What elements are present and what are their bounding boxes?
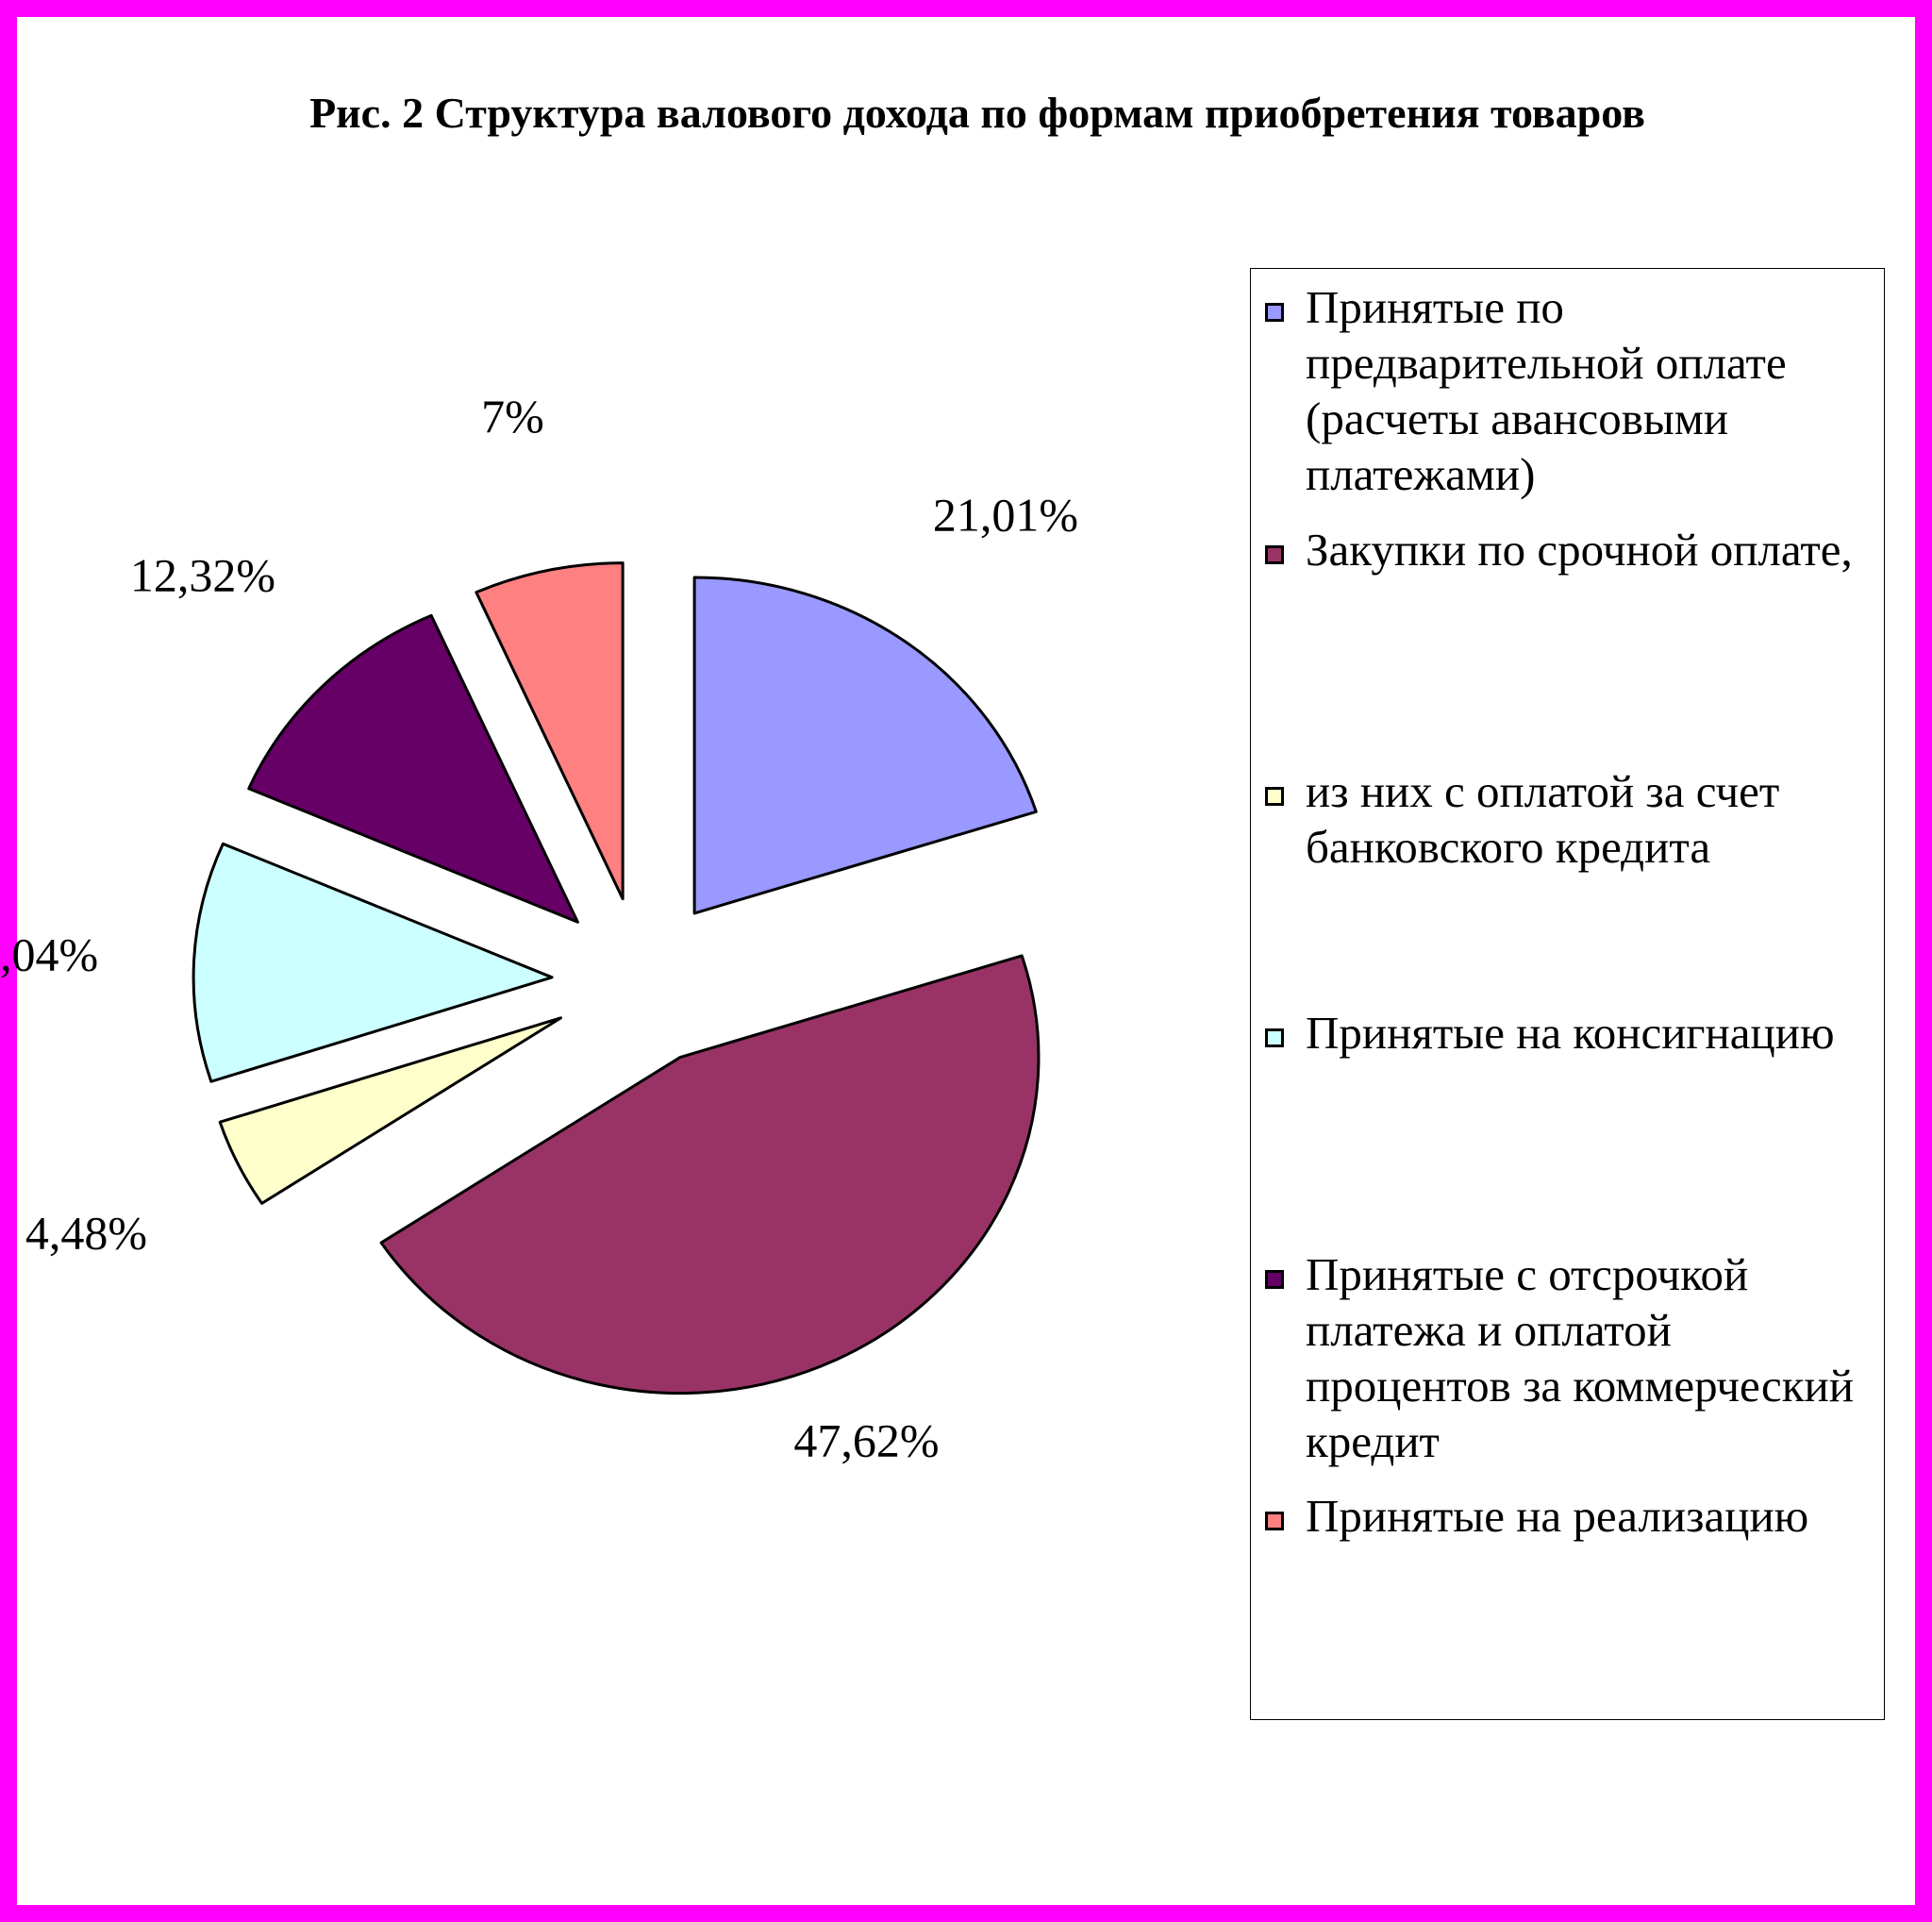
slice-data-label: 12,04%	[0, 928, 98, 980]
legend-label: Принятые на консигнацию	[1306, 1007, 1835, 1059]
legend-label: из них с оплатой за счет банковского кре…	[1306, 765, 1780, 873]
legend-swatch	[1265, 1270, 1284, 1289]
slice-data-label: 21,01%	[933, 489, 1078, 542]
legend-label: Принятые по предварительной оплате (расч…	[1306, 281, 1787, 500]
legend-label: Закупки по срочной оплате,	[1306, 524, 1853, 576]
slice-data-label: 4,48%	[25, 1207, 147, 1260]
legend-label: Принятые с отсрочкой платежа и оплатой п…	[1306, 1248, 1854, 1467]
legend-swatch	[1265, 1512, 1284, 1530]
slice-data-label: 7%	[481, 390, 544, 443]
pie-slice	[247, 613, 579, 924]
chart-title: Рис. 2 Структура валового дохода по форм…	[309, 89, 1645, 137]
slice-data-label: 47,62%	[793, 1414, 939, 1467]
legend-swatch	[1265, 787, 1284, 806]
pie-slice	[475, 561, 625, 901]
pie-slice	[192, 842, 554, 1083]
legend: Принятые по предварительной оплате (расч…	[1250, 268, 1885, 1720]
legend-swatch	[1265, 303, 1284, 322]
pie-labels: 21,01% 47,62% 4,48% 12,04% 12,32% 7%	[0, 390, 1078, 1467]
pie-slice	[692, 576, 1038, 915]
legend-swatch	[1265, 1028, 1284, 1047]
legend-label: Принятые на реализацию	[1306, 1490, 1809, 1542]
slice-data-label: 12,32%	[130, 549, 275, 602]
pie-slice	[218, 1016, 562, 1205]
pie-slices	[192, 561, 1041, 1396]
legend-swatch	[1265, 545, 1284, 564]
pie-slice	[379, 954, 1041, 1396]
